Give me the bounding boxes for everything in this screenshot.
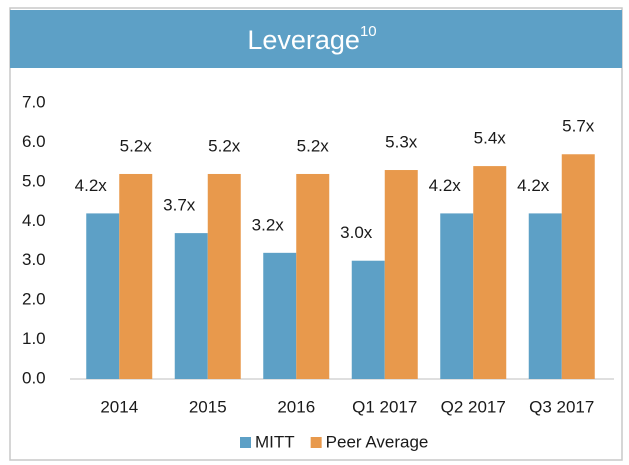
bar [86, 213, 120, 379]
bar [561, 154, 595, 379]
bar [351, 260, 385, 379]
data-label: 4.2x [517, 176, 550, 195]
data-label: 5.7x [562, 117, 595, 136]
data-label: 5.3x [385, 133, 418, 152]
legend-swatch [310, 437, 322, 448]
title-band [10, 10, 622, 68]
data-label: 5.2x [297, 136, 330, 155]
data-label: 3.7x [163, 196, 196, 215]
bar [263, 252, 297, 379]
y-tick-label: 7.0 [22, 92, 46, 111]
data-label: 3.2x [252, 215, 285, 234]
x-tick-label: Q3 2017 [529, 397, 594, 416]
x-tick-label: 2015 [189, 397, 227, 416]
data-label: 4.2x [75, 176, 108, 195]
data-label: 5.4x [474, 129, 507, 148]
legend-swatch [240, 437, 251, 448]
y-tick-label: 4.0 [22, 211, 46, 230]
data-label: 4.2x [429, 176, 462, 195]
legend-label: MITT [255, 432, 295, 451]
data-label: 5.2x [208, 136, 241, 155]
bar [528, 213, 562, 379]
bar [473, 166, 507, 379]
bar [296, 173, 330, 379]
y-tick-label: 6.0 [22, 132, 46, 151]
y-tick-label: 0.0 [22, 368, 46, 387]
bar [384, 170, 418, 379]
bar [119, 173, 153, 379]
y-tick-label: 3.0 [22, 250, 46, 269]
bar [174, 233, 208, 379]
bar [207, 173, 241, 379]
y-tick-label: 2.0 [22, 290, 46, 309]
bar [440, 213, 474, 379]
y-tick-label: 5.0 [22, 171, 46, 190]
x-tick-label: 2016 [277, 397, 315, 416]
legend-label: Peer Average [326, 432, 429, 451]
x-tick-label: Q1 2017 [352, 397, 417, 416]
y-tick-label: 1.0 [22, 329, 46, 348]
data-label: 3.0x [340, 223, 373, 242]
x-tick-label: 2014 [100, 397, 138, 416]
x-tick-label: Q2 2017 [441, 397, 506, 416]
chart-title: Leverage10 [247, 23, 376, 55]
data-label: 5.2x [120, 136, 153, 155]
